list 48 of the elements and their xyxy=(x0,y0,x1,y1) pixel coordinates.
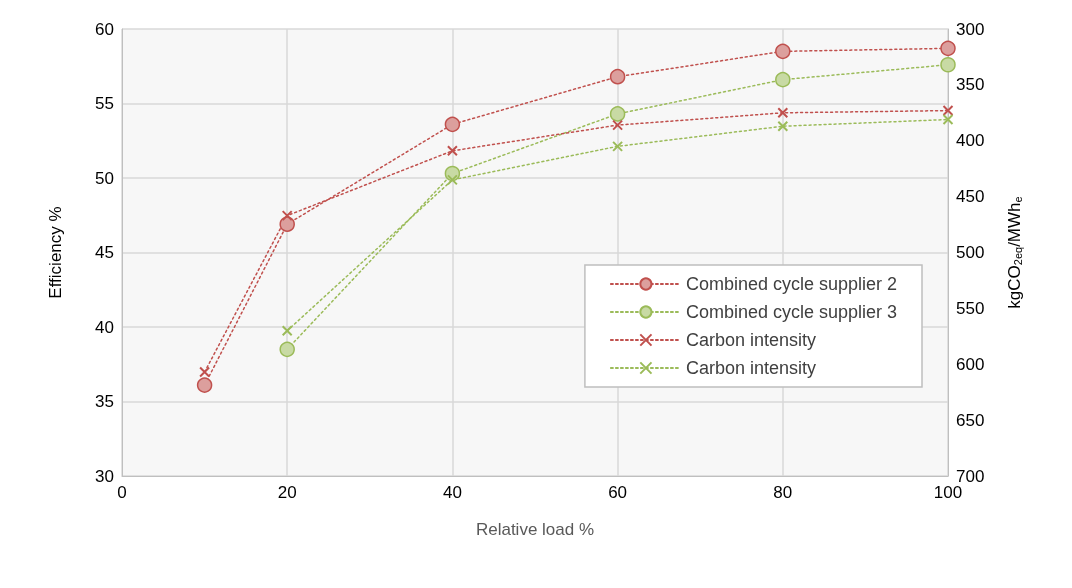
y-tick-label: 60 xyxy=(95,19,114,39)
y-tick-label: 55 xyxy=(95,94,114,113)
point xyxy=(940,40,956,57)
point xyxy=(942,114,954,126)
y2-tick-label: 350 xyxy=(956,75,985,95)
y-tick-label: 35 xyxy=(95,392,114,411)
point xyxy=(777,107,789,119)
legend-label: Carbon intensity xyxy=(685,330,816,350)
point xyxy=(777,120,789,132)
point xyxy=(940,57,956,73)
x-tick-label: 80 xyxy=(773,483,793,502)
y2-tick-label: 400 xyxy=(956,131,985,151)
x-axis-title: Relative load % xyxy=(475,520,595,539)
x-tick-label: 60 xyxy=(608,483,628,502)
point xyxy=(446,145,458,157)
point xyxy=(612,119,624,131)
point xyxy=(279,341,295,358)
point xyxy=(281,210,293,222)
legend-label: Combined cycle supplier 2 xyxy=(685,274,897,294)
y-tick-label: 30 xyxy=(95,466,114,486)
y-tick-label: 45 xyxy=(95,243,114,262)
point xyxy=(446,174,458,186)
y-axis-title: Efficiency % xyxy=(46,206,65,299)
point xyxy=(281,325,293,337)
point xyxy=(609,68,626,85)
y2-tick-label: 650 xyxy=(956,410,985,430)
x-tick-label: 40 xyxy=(442,483,462,502)
legend-label: Carbon intensity xyxy=(685,358,816,378)
x-tick-label: 20 xyxy=(277,483,297,502)
point xyxy=(775,71,791,88)
y-tick-label: 50 xyxy=(95,168,114,188)
y2-tick-label: 300 xyxy=(956,19,985,39)
y2-tick-label: 500 xyxy=(956,243,985,262)
y2-tick-label: 700 xyxy=(956,466,985,486)
point xyxy=(279,216,295,232)
point xyxy=(444,116,461,133)
y2-tick-label: 450 xyxy=(956,187,985,207)
x-tick-label: 0 xyxy=(117,483,127,502)
y2-tick-label: 550 xyxy=(956,298,985,318)
x-tick-label: 100 xyxy=(933,483,963,502)
point xyxy=(612,140,624,152)
point xyxy=(775,43,791,60)
point xyxy=(609,106,626,122)
y-tick-label: 40 xyxy=(95,317,114,337)
point xyxy=(196,377,213,393)
point xyxy=(199,366,211,378)
y2-tick-label: 600 xyxy=(956,354,985,374)
legend-label: Combined cycle supplier 3 xyxy=(685,302,897,322)
